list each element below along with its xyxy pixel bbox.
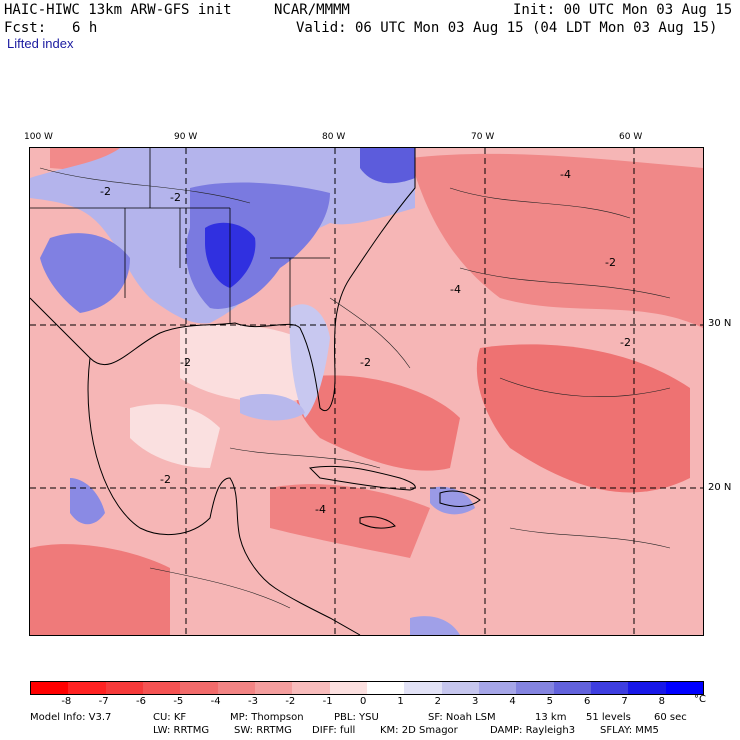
colorbar-swatch <box>441 682 479 694</box>
colorbar-unit: °C <box>694 694 706 705</box>
lon-label-70w: 70 W <box>471 132 495 142</box>
lon-label-60w: 60 W <box>619 132 643 142</box>
contour-label: -4 <box>450 283 461 296</box>
colorbar-swatch <box>590 682 629 694</box>
colorbar-tick-label: 4 <box>509 696 516 707</box>
vertical-levels: 51 levels <box>586 712 631 723</box>
colorbar-tick-label: 5 <box>546 696 554 707</box>
colorbar-swatch <box>478 682 517 694</box>
colorbar-swatch <box>31 682 69 694</box>
lifted-index-map: -2 -2 -2 -2 -2 -2 -2 -4 -4 -4 <box>29 147 704 636</box>
contour-label: -2 <box>170 191 181 204</box>
model-version: Model Info: V3.7 <box>30 712 112 723</box>
colorbar-swatch <box>665 682 703 694</box>
colorbar-tick-label: 0 <box>360 696 367 707</box>
surface-scheme: SF: Noah LSM <box>428 712 496 723</box>
diffusion-option: DIFF: full <box>312 725 356 736</box>
colorbar <box>30 681 704 695</box>
contour-label: -2 <box>620 336 631 349</box>
colorbar-swatch <box>68 682 106 694</box>
colorbar-tick-label: 6 <box>584 696 591 707</box>
forecast-label: Fcst: <box>4 20 47 36</box>
eddy-coefficient: KM: 2D Smagor <box>380 725 458 736</box>
colorbar-tick-label: -4 <box>210 696 221 707</box>
colorbar-swatch <box>404 682 442 694</box>
colorbar-swatch <box>217 682 255 694</box>
contour-label: -2 <box>605 256 616 269</box>
contour-label: -2 <box>100 185 111 198</box>
model-info-line2: LW: RRTMG SW: RRTMG DIFF: full KM: 2D Sm… <box>30 725 740 738</box>
colorbar-tick-label: -3 <box>248 696 258 707</box>
colorbar-tick-label: 8 <box>658 696 666 707</box>
lon-label-80w: 80 W <box>322 132 346 142</box>
grid-resolution: 13 km <box>535 712 567 723</box>
lat-label-30n: 30 N <box>708 318 732 329</box>
lon-label-90w: 90 W <box>174 132 198 142</box>
colorbar-swatch <box>329 682 367 694</box>
colorbar-tick-label: 1 <box>397 696 404 707</box>
colorbar-swatch <box>180 682 218 694</box>
colorbar-tick-label: 3 <box>472 696 479 707</box>
colorbar-swatch <box>516 682 554 694</box>
shortwave-scheme: SW: RRTMG <box>234 725 292 736</box>
contour-label: -2 <box>180 356 191 369</box>
field-name: Lifted index <box>7 36 74 51</box>
colorbar-ticks: -8 -7 -6 -5 -4 -3 -2 -1 0 1 2 3 4 5 6 7 8 <box>30 696 702 708</box>
colorbar-swatch <box>366 682 405 694</box>
colorbar-tick-label: -7 <box>98 696 109 707</box>
colorbar-tick-label: -8 <box>61 696 72 707</box>
colorbar-tick-label: -5 <box>173 696 184 707</box>
model-title: HAIC-HIWC 13km ARW-GFS init <box>4 2 232 18</box>
organization: NCAR/MMMM <box>274 2 350 18</box>
contour-label: -2 <box>160 473 171 486</box>
longwave-scheme: LW: RRTMG <box>153 725 210 736</box>
colorbar-swatch <box>142 682 181 694</box>
map-svg: -2 -2 -2 -2 -2 -2 -2 -4 -4 -4 <box>30 148 703 635</box>
colorbar-swatch <box>628 682 666 694</box>
contour-label: -4 <box>560 168 571 181</box>
valid-time: Valid: 06 UTC Mon 03 Aug 15 (04 LDT Mon … <box>296 20 718 36</box>
time-step: 60 sec <box>654 712 687 723</box>
colorbar-tick-label: -6 <box>136 696 146 707</box>
model-info-line1: Model Info: V3.7 CU: KF MP: Thompson PBL… <box>30 712 740 725</box>
colorbar-tick-label: 7 <box>621 696 628 707</box>
lat-label-20n: 20 N <box>708 482 732 493</box>
damping-option: DAMP: Rayleigh3 <box>490 725 576 736</box>
contour-label: -2 <box>360 356 371 369</box>
lon-label-100w: 100 W <box>24 132 53 142</box>
surface-layer: SFLAY: MM5 <box>600 725 659 736</box>
cumulus-scheme: CU: KF <box>153 712 187 723</box>
colorbar-tick-label: -1 <box>322 696 333 707</box>
colorbar-swatch <box>292 682 330 694</box>
colorbar-swatch <box>553 682 591 694</box>
colorbar-swatch <box>105 682 143 694</box>
microphysics-scheme: MP: Thompson <box>230 712 304 723</box>
forecast-hour: 6 h <box>72 20 98 36</box>
contour-label: -4 <box>315 503 326 516</box>
colorbar-tick-label: 2 <box>434 696 442 707</box>
pbl-scheme: PBL: YSU <box>334 712 379 723</box>
colorbar-swatch <box>254 682 293 694</box>
init-time: Init: 00 UTC Mon 03 Aug 15 <box>513 2 733 18</box>
colorbar-tick-label: -2 <box>285 696 296 707</box>
